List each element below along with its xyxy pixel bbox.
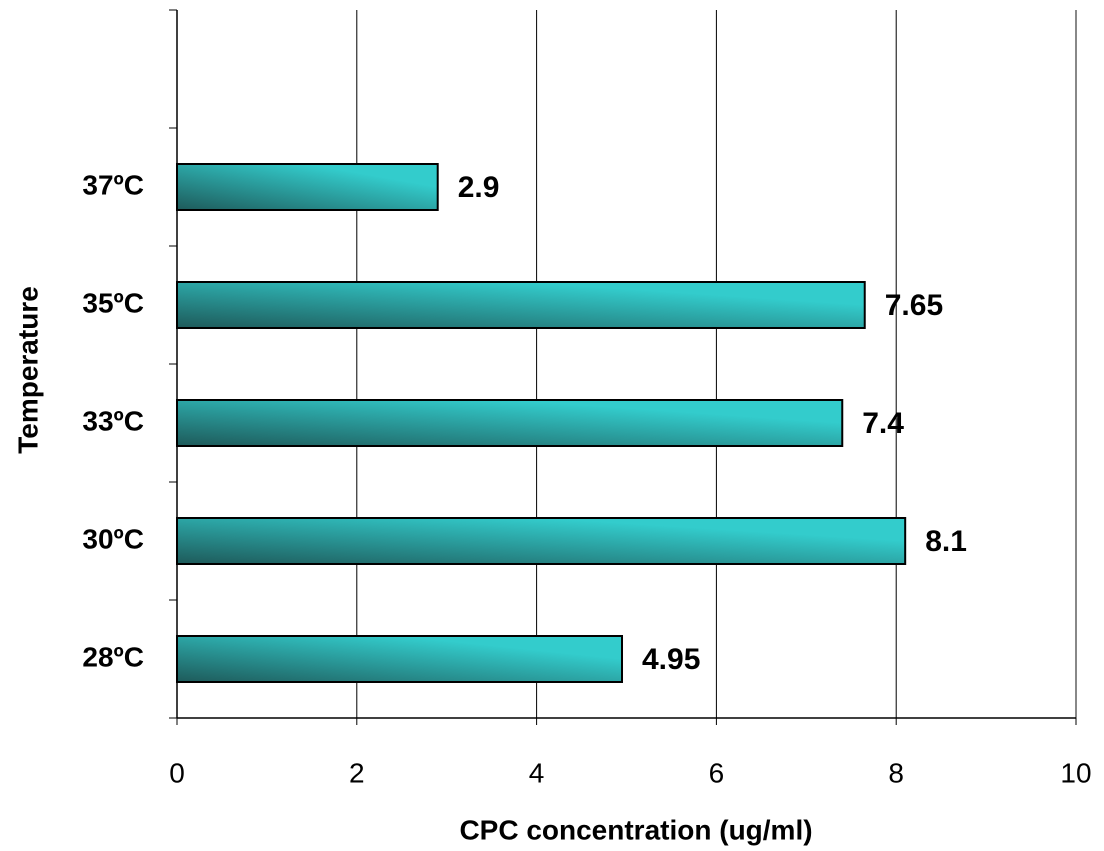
x-tick-label: 4 bbox=[529, 757, 545, 788]
x-tick-label: 10 bbox=[1060, 757, 1091, 788]
bar bbox=[176, 635, 624, 683]
y-tick-label: 37ºC bbox=[82, 169, 144, 200]
y-tick-label: 33ºC bbox=[82, 405, 144, 436]
value-label: 2.9 bbox=[458, 171, 500, 204]
x-axis-title: CPC concentration (ug/ml) bbox=[459, 814, 812, 845]
y-tick-label: 30ºC bbox=[82, 523, 144, 554]
bar bbox=[176, 399, 844, 447]
x-tick-label: 6 bbox=[709, 757, 725, 788]
y-tick-label: 28ºC bbox=[82, 641, 144, 672]
bar bbox=[176, 517, 907, 565]
bar bbox=[176, 163, 439, 211]
x-tick-label: 0 bbox=[169, 757, 185, 788]
value-label: 7.65 bbox=[885, 289, 943, 322]
bar bbox=[176, 281, 866, 329]
y-tick-label: 35ºC bbox=[82, 287, 144, 318]
x-tick-label: 8 bbox=[888, 757, 904, 788]
value-label: 7.4 bbox=[862, 407, 904, 440]
value-label: 8.1 bbox=[925, 525, 967, 558]
value-label: 4.95 bbox=[642, 643, 700, 676]
x-tick-label: 2 bbox=[349, 757, 365, 788]
y-axis-title: Temperature bbox=[12, 286, 43, 454]
